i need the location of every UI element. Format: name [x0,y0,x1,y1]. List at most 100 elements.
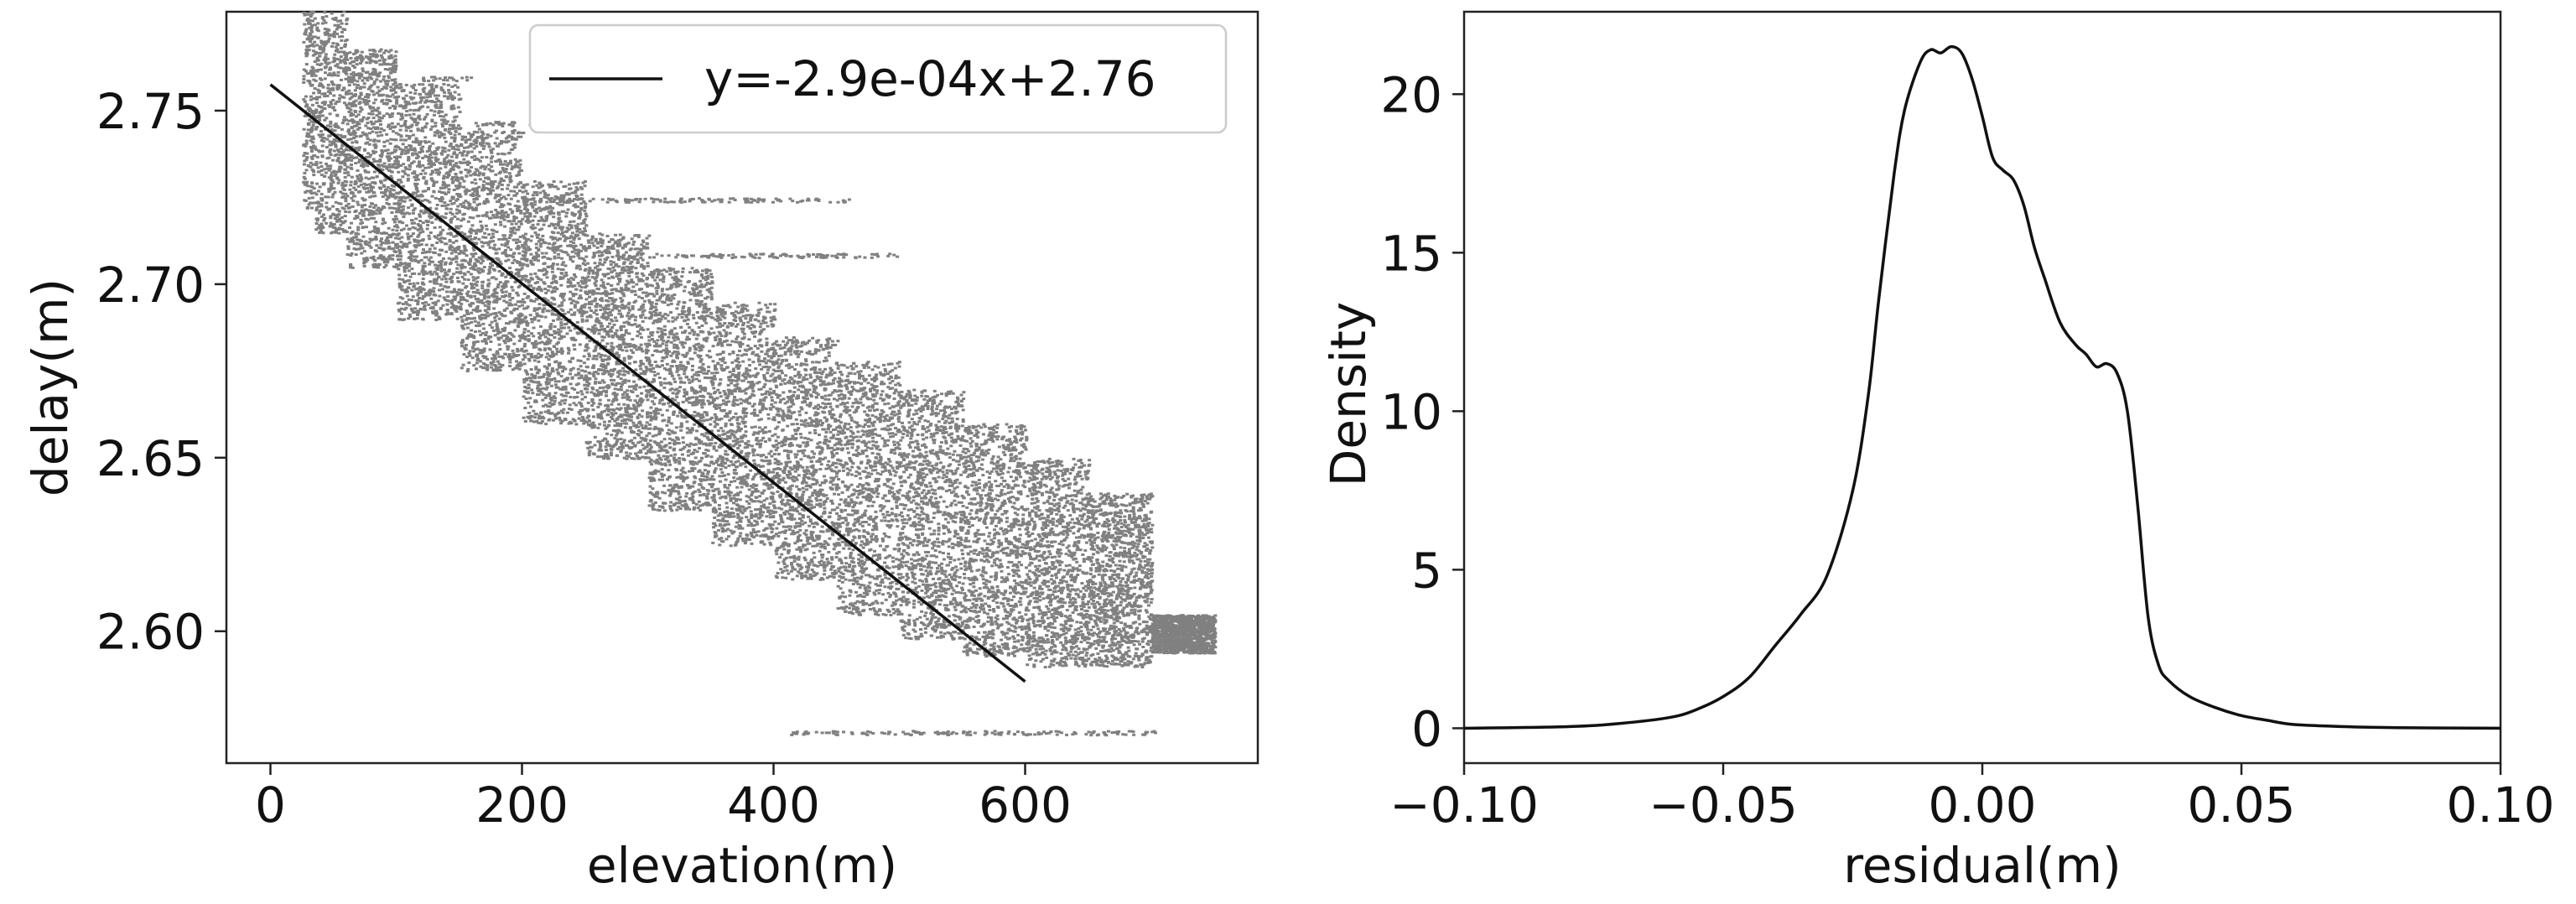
scatter-point [550,334,553,336]
scatter-point [473,190,477,193]
scatter-point [472,229,476,232]
scatter-point [327,61,331,65]
scatter-point [553,380,558,383]
scatter-point [402,268,407,271]
scatter-point [506,240,510,243]
scatter-point [428,91,432,94]
scatter-point [413,182,418,185]
scatter-point [367,93,371,96]
scatter-point [392,83,396,86]
scatter-point [480,144,484,148]
scatter-point [569,308,573,311]
scatter-point [561,370,564,373]
scatter-point [398,202,402,205]
scatter-point [475,361,479,365]
scatter-point [551,303,555,306]
scatter-point [579,419,584,423]
scatter-point [364,142,368,145]
scatter-point [388,115,392,118]
scatter-point [354,188,358,191]
scatter-point [386,148,390,152]
scatter-point [534,399,538,403]
scatter-point [408,144,412,148]
scatter-point [329,148,333,151]
scatter-point [416,294,420,297]
scatter-point [505,337,509,340]
scatter-point [349,254,353,257]
scatter-point [450,85,454,88]
scatter-point [367,112,371,116]
scatter-point [361,79,365,82]
scatter-point [560,263,564,267]
scatter-point [332,149,336,153]
scatter-point [575,195,579,198]
scatter-point [460,275,465,278]
scatter-point [470,156,474,159]
scatter-point [449,168,454,171]
scatter-point [338,168,342,171]
scatter-point [372,237,377,241]
scatter-point [477,127,481,131]
scatter-point [398,296,402,299]
scatter-point [493,320,497,322]
scatter-point [438,190,441,193]
scatter-point [427,166,431,169]
scatter-point [582,422,586,425]
scatter-point [465,153,469,157]
scatter-point [314,79,318,82]
scatter-point [433,226,437,229]
scatter-point [487,303,491,306]
scatter-point [453,119,457,122]
scatter-point [383,194,387,197]
scatter-point [543,396,548,399]
scatter-point [348,188,352,191]
scatter-point [389,174,393,178]
scatter-point [380,191,384,195]
scatter-point [397,132,401,136]
scatter-point [399,86,403,89]
scatter-point [574,403,579,407]
scatter-point [452,201,456,205]
scatter-point [353,65,356,69]
scatter-point [495,137,499,140]
scatter-point [493,243,497,247]
scatter-point [382,140,387,143]
scatter-point [483,304,487,307]
scatter-point [404,129,408,132]
scatter-point [564,367,568,371]
scatter-point [486,364,490,367]
scatter-point [435,203,439,206]
scatter-point [331,86,335,90]
scatter-point [328,66,332,70]
scatter-point [558,418,563,422]
scatter-point [575,320,579,324]
scatter-point [418,231,423,234]
scatter-point [392,65,396,68]
scatter-point [531,185,535,189]
scatter-point [518,236,522,238]
scatter-point [325,42,328,45]
scatter-point [422,273,426,276]
scatter-point [350,158,354,162]
scatter-point [450,217,454,221]
scatter-point [509,310,513,314]
scatter-point [421,145,425,148]
scatter-point [430,87,434,91]
scatter-point [548,394,552,397]
scatter-point [501,237,505,241]
scatter-point [378,80,382,83]
scatter-point [335,215,339,218]
scatter-point [429,109,434,112]
scatter-point [349,108,353,112]
scatter-point [487,168,491,171]
scatter-point [548,325,553,329]
scatter-point [439,283,443,287]
scatter-point [408,262,412,265]
scatter-point [428,231,433,234]
scatter-point [578,343,582,346]
scatter-point [511,349,515,352]
scatter-point [371,55,375,58]
scatter-point [394,236,397,240]
scatter-point [319,62,324,65]
scatter-point [579,359,583,362]
